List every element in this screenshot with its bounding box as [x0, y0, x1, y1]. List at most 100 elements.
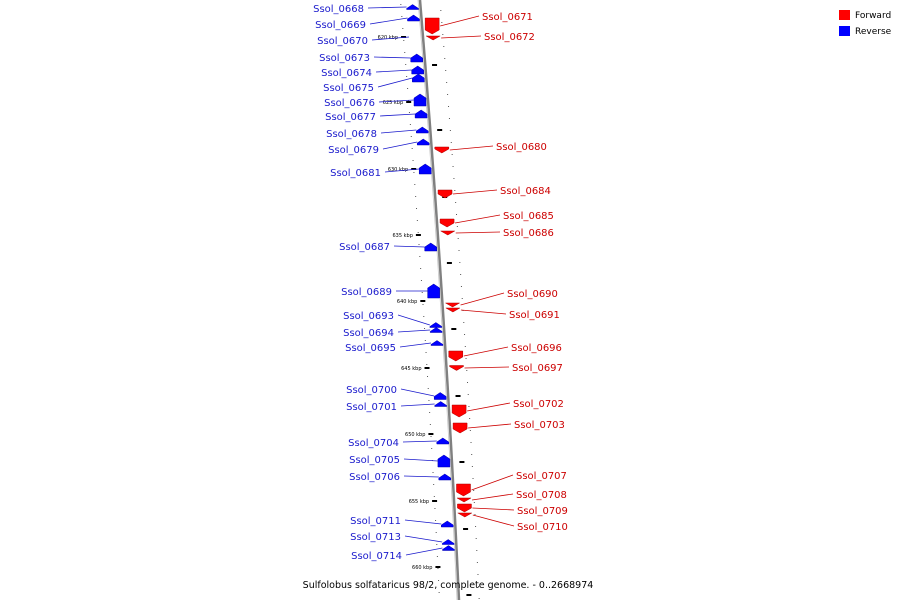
reverse-gene-label[interactable]: Ssol_0676 — [324, 98, 375, 109]
forward-gene-label[interactable]: Ssol_0680 — [496, 142, 547, 153]
reverse-gene-label[interactable]: Ssol_0679 — [328, 145, 379, 156]
reverse-gene-label[interactable]: Ssol_0687 — [339, 242, 390, 253]
forward-gene-arrow[interactable] — [452, 422, 468, 434]
gene-leader-line — [460, 292, 505, 306]
scale-tick — [424, 367, 430, 369]
forward-gene-label[interactable]: Ssol_0709 — [517, 506, 568, 517]
forward-gene-arrow[interactable] — [425, 35, 442, 41]
reverse-gene-arrow[interactable] — [437, 454, 451, 468]
reverse-gene-label[interactable]: Ssol_0673 — [319, 53, 370, 64]
scale-label: 640 kbp — [397, 299, 417, 305]
reverse-gene-label[interactable]: Ssol_0714 — [351, 551, 402, 562]
reverse-gene-label[interactable]: Ssol_0668 — [313, 4, 364, 15]
reverse-gene-arrow[interactable] — [438, 473, 452, 481]
forward-gene-label[interactable]: Ssol_0690 — [507, 289, 558, 300]
forward-gene-label[interactable]: Ssol_0707 — [516, 471, 567, 482]
forward-gene-label[interactable]: Ssol_0672 — [484, 32, 535, 43]
forward-gene-arrow[interactable] — [457, 503, 472, 513]
reverse-gene-arrow[interactable] — [429, 327, 443, 333]
forward-gene-arrow[interactable] — [434, 146, 450, 154]
reverse-gene-arrow[interactable] — [412, 73, 425, 83]
reverse-gene-arrow[interactable] — [406, 4, 419, 10]
reverse-gene-label[interactable]: Ssol_0681 — [330, 168, 381, 179]
reverse-gene-label[interactable]: Ssol_0695 — [345, 343, 396, 354]
forward-gene-arrow[interactable] — [444, 307, 461, 313]
reverse-gene-label[interactable]: Ssol_0677 — [325, 112, 376, 123]
reverse-gene-arrow[interactable] — [418, 163, 432, 175]
forward-gene-arrow[interactable] — [456, 497, 472, 503]
reverse-gene-label[interactable]: Ssol_0689 — [341, 287, 392, 298]
forward-gene-arrow[interactable] — [439, 230, 456, 236]
forward-gene-label[interactable]: Ssol_0697 — [512, 363, 563, 374]
reverse-gene-label[interactable]: Ssol_0694 — [343, 328, 394, 339]
reverse-gene-label[interactable]: Ssol_0706 — [349, 472, 400, 483]
forward-gene-arrow[interactable] — [456, 483, 471, 497]
reverse-gene-label[interactable]: Ssol_0669 — [315, 20, 366, 31]
reverse-gene-label[interactable]: Ssol_0713 — [350, 532, 401, 543]
genome-caption: Sulfolobus solfataricus 98/2, complete g… — [303, 580, 594, 591]
reverse-gene-arrow[interactable] — [424, 242, 437, 252]
reverse-gene-arrow[interactable] — [434, 401, 447, 407]
reverse-gene-arrow[interactable] — [416, 126, 429, 134]
reverse-gene-label[interactable]: Ssol_0675 — [323, 83, 374, 94]
reverse-gene-arrow[interactable] — [407, 14, 420, 22]
gene-leader-line — [400, 403, 435, 407]
reverse-gene-label[interactable]: Ssol_0705 — [349, 455, 400, 466]
forward-gene-arrow[interactable] — [444, 302, 461, 308]
reverse-gene-arrow[interactable] — [436, 437, 450, 445]
forward-gene-arrow[interactable] — [437, 189, 453, 199]
gene-leader-line — [454, 214, 501, 224]
forward-gene-label[interactable]: Ssol_0684 — [500, 186, 551, 197]
scale-tick — [411, 168, 417, 170]
reverse-gene-arrow[interactable] — [441, 539, 455, 545]
forward-gene-arrow[interactable] — [456, 512, 473, 518]
reverse-gene-arrow[interactable] — [427, 283, 440, 299]
reverse-gene-label[interactable]: Ssol_0701 — [346, 402, 397, 413]
reverse-gene-label[interactable]: Ssol_0674 — [321, 68, 372, 79]
scale-tick — [432, 64, 438, 66]
reverse-gene-arrow[interactable] — [430, 340, 444, 346]
reverse-gene-arrow[interactable] — [433, 392, 447, 400]
scale-tick — [437, 129, 443, 131]
forward-gene-arrow[interactable] — [439, 218, 455, 228]
reverse-gene-label[interactable]: Ssol_0704 — [348, 438, 399, 449]
reverse-gene-arrow[interactable] — [416, 138, 430, 146]
gene-leader-line — [397, 329, 431, 333]
gene-leader-line — [371, 36, 410, 41]
reverse-gene-label[interactable]: Ssol_0670 — [317, 36, 368, 47]
forward-gene-arrow[interactable] — [449, 365, 464, 371]
reverse-gene-arrow[interactable] — [441, 520, 454, 528]
genome-backbone-highlight — [417, 0, 458, 600]
reverse-gene-arrow[interactable] — [429, 322, 443, 328]
forward-gene-arrow[interactable] — [424, 17, 440, 35]
reverse-gene-label[interactable]: Ssol_0711 — [350, 516, 401, 527]
forward-gene-arrow[interactable] — [448, 350, 464, 362]
forward-gene-label[interactable]: Ssol_0685 — [503, 211, 554, 222]
forward-gene-label[interactable]: Ssol_0671 — [482, 12, 533, 23]
reverse-gene-arrow[interactable] — [414, 109, 428, 119]
reverse-gene-arrow[interactable] — [413, 93, 427, 107]
forward-gene-label[interactable]: Ssol_0691 — [509, 310, 560, 321]
gene-leader-line — [468, 423, 512, 429]
gene-leader-line — [441, 35, 482, 39]
forward-gene-label[interactable]: Ssol_0686 — [503, 228, 554, 239]
gene-leader-line — [393, 245, 425, 248]
forward-gene-label[interactable]: Ssol_0696 — [511, 343, 562, 354]
scale-tick — [401, 36, 407, 38]
reverse-gene-arrow[interactable] — [442, 545, 455, 551]
reverse-gene-arrow[interactable] — [410, 53, 423, 63]
reverse-strand-genes: Ssol_0668 Ssol_0669 Ssol_0670 Ssol_0673 Ssol… — [313, 4, 455, 562]
reverse-gene-label[interactable]: Ssol_0678 — [326, 129, 377, 140]
reverse-gene-arrow[interactable] — [411, 65, 424, 75]
forward-gene-arrow[interactable] — [451, 404, 467, 418]
forward-gene-label[interactable]: Ssol_0708 — [516, 490, 567, 501]
reverse-gene-label[interactable]: Ssol_0693 — [343, 311, 394, 322]
reverse-gene-label[interactable]: Ssol_0700 — [346, 385, 397, 396]
forward-gene-label[interactable]: Ssol_0703 — [514, 420, 565, 431]
scale-tick — [451, 328, 457, 330]
forward-gene-label[interactable]: Ssol_0710 — [517, 522, 568, 533]
scale-tick — [463, 528, 469, 530]
scale-label: 650 kbp — [405, 432, 425, 438]
forward-gene-label[interactable]: Ssol_0702 — [513, 399, 564, 410]
